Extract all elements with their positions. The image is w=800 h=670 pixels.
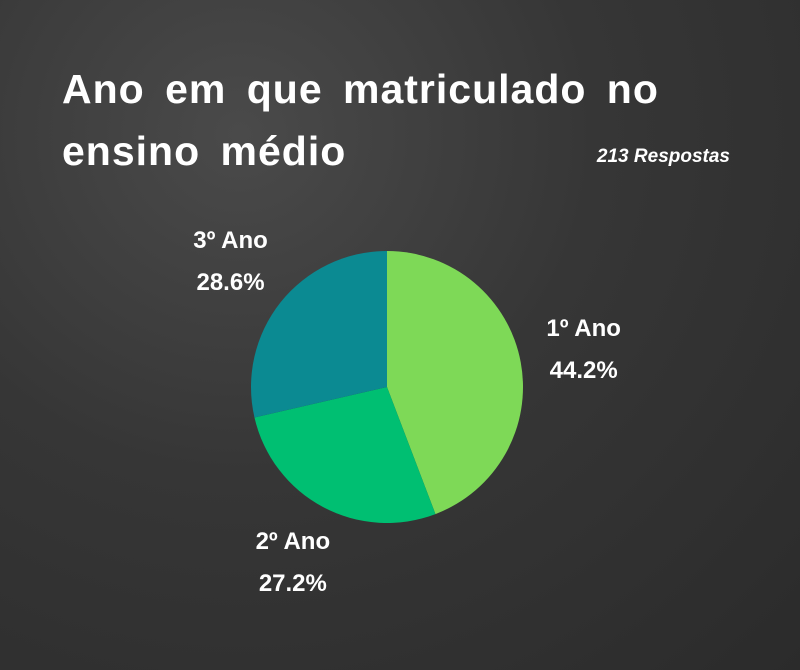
slice-value-label: 27.2% (259, 570, 327, 597)
chart-title: Ano em que matriculado no ensino médio (62, 66, 659, 174)
slice-value-label: 44.2% (550, 357, 618, 384)
slice-category-label: 3º Ano (193, 227, 268, 254)
pie-slice (254, 387, 436, 523)
pie-slice (387, 251, 523, 515)
chart-subtitle: 213 Respostas (596, 146, 730, 167)
slice-value-label: 28.6% (196, 269, 264, 296)
pie-slice (250, 251, 387, 418)
slice-category-label: 2º Ano (256, 528, 331, 555)
slice-category-label: 1º Ano (546, 315, 621, 342)
